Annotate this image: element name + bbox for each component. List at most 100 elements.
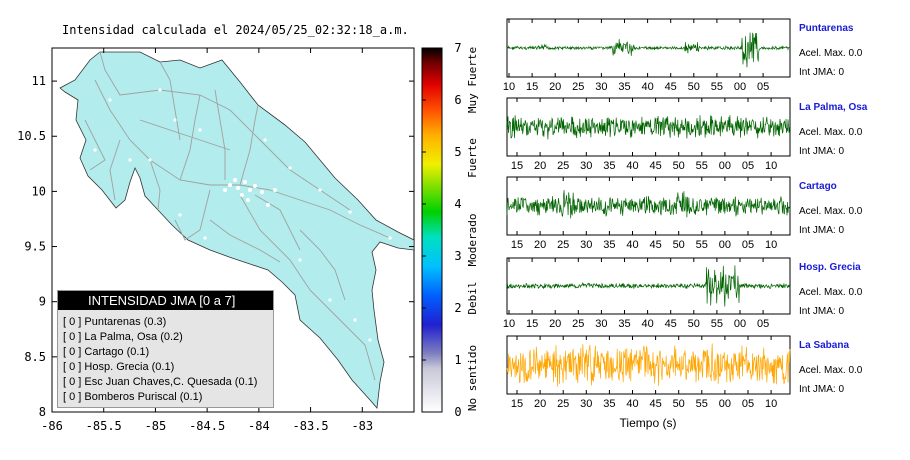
- waveform-tick-label: 00: [719, 239, 731, 251]
- waveform-tick-label: 25: [572, 318, 584, 330]
- waveform-panels: 10 15 20 25 30 35 40 45 50 55 00 05 15 20 25 30 35 40 45 50…: [503, 18, 791, 430]
- waveform-tick-label: 00: [719, 160, 731, 172]
- waveform-tick-label: 25: [557, 398, 569, 410]
- waveform-tick-label: 30: [595, 318, 607, 330]
- waveform-tick-label: 05: [757, 318, 769, 330]
- waveform-tick-label: 55: [696, 160, 708, 172]
- map-x-tick-label: -83.5: [293, 419, 329, 433]
- waveform-tick-label: 55: [696, 239, 708, 251]
- station-name: Hosp. Grecia: [799, 262, 861, 273]
- waveform-tick-label: 55: [696, 398, 708, 410]
- waveform-tick-label: 45: [649, 239, 661, 251]
- colorbar-category-label: Moderado: [466, 214, 479, 267]
- waveform-tick-label: 15: [511, 398, 523, 410]
- colorbar-category-label: No sentido: [466, 345, 479, 411]
- station-int-jma: Int JMA: 0: [799, 146, 845, 157]
- waveform-tick-label: 05: [757, 81, 769, 93]
- waveform-tick-label: 35: [618, 318, 630, 330]
- waveform-trace: [506, 343, 791, 387]
- station-info: Acel. Max. 0.0 Int JMA: 0: [799, 123, 862, 161]
- waveform-tick-label: 05: [742, 239, 754, 251]
- waveform-tick-label: 00: [734, 81, 746, 93]
- map-x-tick-label: -84: [248, 419, 270, 433]
- station-acel-max: Acel. Max. 0.0: [799, 365, 863, 376]
- station-int-jma: Int JMA: 0: [799, 384, 845, 395]
- waveform-tick-label: 10: [765, 239, 777, 251]
- map-y-tick-label: 9: [39, 295, 46, 309]
- legend-item: [ 0 ] Puntarenas (0.3): [63, 316, 167, 328]
- colorbar-tick-label: 2: [454, 301, 461, 315]
- map-x-tick-label: -85.5: [86, 419, 122, 433]
- waveform-tick-label: 55: [711, 81, 723, 93]
- map-y-tick-label: 11: [32, 74, 46, 88]
- station-int-jma: Int JMA: 0: [799, 306, 845, 317]
- station-int-jma: Int JMA: 0: [799, 67, 845, 78]
- station-name: Cartago: [799, 181, 837, 192]
- waveform-tick-label: 00: [734, 318, 746, 330]
- waveform-tick-label: 45: [649, 398, 661, 410]
- waveform-tick-label: 05: [742, 398, 754, 410]
- legend-item: [ 0 ] Cartago (0.1): [63, 346, 150, 358]
- waveform-tick-label: 50: [688, 81, 700, 93]
- waveform-tick-label: 40: [641, 81, 653, 93]
- colorbar-tick-label: 6: [454, 93, 461, 107]
- waveform-tick-label: 05: [742, 160, 754, 172]
- waveform-tick-label: 10: [765, 160, 777, 172]
- waveform-tick-label: 15: [526, 318, 538, 330]
- colorbar-tick-label: 4: [454, 197, 461, 211]
- map-x-tick-label: -84.5: [189, 419, 225, 433]
- intensity-colorbar: [421, 47, 443, 413]
- map-x-tick-label: -86: [41, 419, 63, 433]
- waveform-trace: [506, 190, 791, 219]
- colorbar-category-label: Muy Fuerte: [466, 47, 479, 113]
- waveform-tick-label: 45: [665, 81, 677, 93]
- station-acel-max: Acel. Max. 0.0: [799, 48, 863, 59]
- waveform-tick-label: 35: [603, 160, 615, 172]
- map-title: Intensidad calculada el 2024/05/25_02:32…: [62, 23, 409, 37]
- waveform-tick-label: 10: [503, 318, 515, 330]
- waveform-tick-label: 30: [595, 81, 607, 93]
- waveform-trace: [506, 115, 791, 140]
- waveform-tick-label: 50: [673, 398, 685, 410]
- waveform-tick-label: 15: [511, 160, 523, 172]
- station-acel-max: Acel. Max. 0.0: [799, 127, 863, 138]
- legend-item: [ 0 ] La Palma, Osa (0.2): [63, 331, 183, 343]
- map-x-tick-label: -85: [145, 419, 167, 433]
- legend-item: [ 0 ] Bomberos Puriscal (0.1): [63, 391, 203, 403]
- waveform-tick-label: 20: [534, 239, 546, 251]
- waveform-tick-label: 35: [603, 239, 615, 251]
- colorbar-tick-label: 0: [454, 405, 461, 419]
- map-y-tick-label: 9.5: [24, 240, 46, 254]
- colorbar-category-label: Debil: [466, 281, 479, 314]
- waveform-tick-label: 25: [572, 81, 584, 93]
- map-y-axis: 8 8.5 9 9.5 10 10.5 11: [17, 74, 414, 419]
- legend-item: [ 0 ] Hosp. Grecia (0.1): [63, 361, 175, 373]
- waveform-tick-label: 35: [618, 81, 630, 93]
- waveform-tick-label: 50: [688, 318, 700, 330]
- waveform-tick-label: 45: [665, 318, 677, 330]
- waveform-trace: [506, 265, 791, 307]
- waveform-tick-label: 40: [641, 318, 653, 330]
- costa-rica-landmass: [59, 51, 414, 409]
- waveform-tick-label: 40: [626, 239, 638, 251]
- map-y-tick-label: 8.5: [24, 350, 46, 364]
- waveform-tick-label: 30: [580, 239, 592, 251]
- legend-list: [ 0 ] Puntarenas (0.3) [ 0 ] La Palma, Os…: [58, 310, 273, 405]
- waveform-tick-label: 30: [580, 398, 592, 410]
- map-y-tick-label: 10: [32, 184, 46, 198]
- town-markers: [93, 88, 392, 342]
- intensity-legend: INTENSIDAD JMA [0 a 7] [ 0 ] Puntarenas …: [57, 290, 274, 408]
- colorbar-tick-label: 7: [454, 41, 461, 55]
- colorbar-tick-label: 5: [454, 145, 461, 159]
- waveform-tick-label: 10: [503, 81, 515, 93]
- legend-item: [ 0 ] Esc Juan Chaves,C. Quesada (0.1): [63, 376, 258, 388]
- waveform-tick-label: 35: [603, 398, 615, 410]
- colorbar-tick-label: 1: [454, 353, 461, 367]
- station-info: Acel. Max. 0.0 Int JMA: 0: [799, 202, 862, 240]
- station-info: Acel. Max. 0.0 Int JMA: 0: [799, 361, 862, 399]
- waveform-tick-label: 55: [711, 318, 723, 330]
- waveform-tick-label: 15: [511, 239, 523, 251]
- colorbar-ticks: 7 6 5 4 3 2 1 0: [422, 41, 462, 419]
- waveform-tick-label: 50: [673, 239, 685, 251]
